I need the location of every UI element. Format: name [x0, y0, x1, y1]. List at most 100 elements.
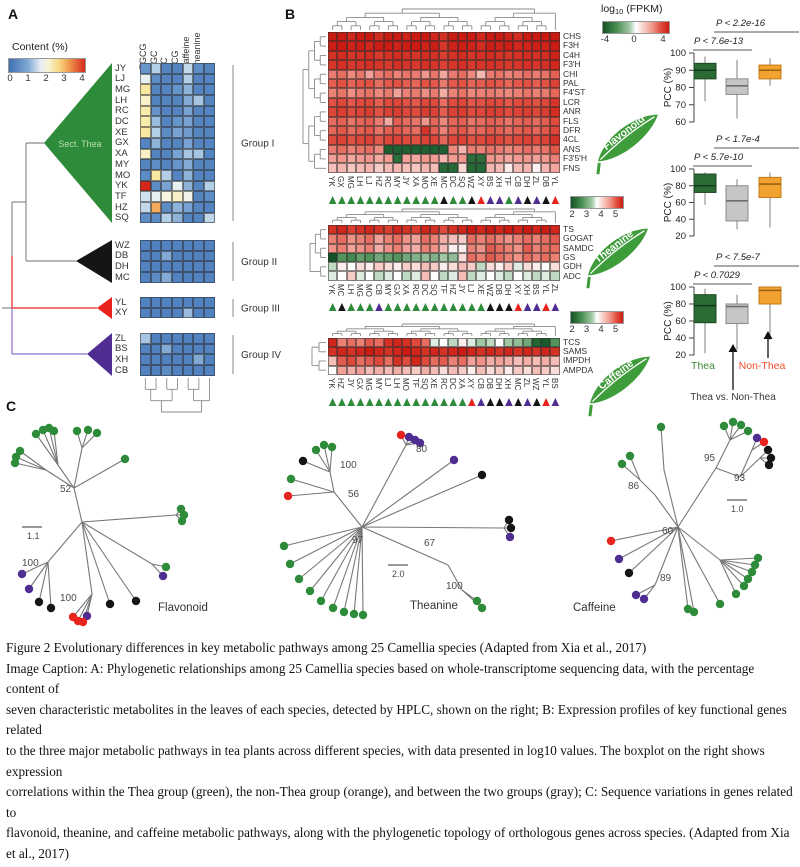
axis-tick-label: 40: [675, 214, 686, 225]
group-triangle-marker: [551, 303, 560, 311]
sample-column-label: LH: [345, 284, 355, 295]
species-dot: [92, 428, 102, 438]
heatmap-cell: [476, 271, 486, 281]
heatmap-cell: [429, 356, 440, 366]
heatmap-row: [140, 84, 215, 96]
bootstrap-value: 100: [22, 558, 39, 569]
heatmap-cell: [328, 88, 338, 98]
group-triangle-marker: [468, 398, 476, 406]
group-triangle-marker: [403, 398, 411, 406]
species-dot: [305, 586, 315, 596]
heatmap-cell: [172, 261, 183, 273]
heatmap-cell: [550, 262, 560, 272]
small-colorbar-tick: 3: [583, 209, 590, 220]
group-triangle-marker: [365, 303, 374, 311]
heatmap-cell: [374, 116, 384, 126]
heatmap-cell: [504, 262, 514, 272]
heatmap-cell: [193, 212, 205, 224]
heatmap-cell: [420, 125, 430, 136]
tree-branch: [53, 430, 59, 466]
sample-column-label: DH: [494, 378, 504, 390]
species-label: WZ: [115, 239, 130, 251]
heatmap-cell: [365, 163, 375, 173]
heatmap-cell: [365, 60, 375, 70]
heatmap-cell: [420, 69, 430, 79]
heatmap-cell: [439, 144, 449, 155]
heatmap-cell: [328, 154, 338, 164]
species-dot: [78, 617, 88, 627]
heatmap-cell: [383, 116, 393, 126]
heatmap-row: [328, 88, 560, 98]
heatmap-cell: [439, 243, 449, 253]
panel-a-label: A: [8, 6, 19, 22]
heatmap-row: [328, 135, 560, 145]
heatmap-cell: [466, 78, 477, 89]
axis-tick-label: 20: [675, 350, 686, 361]
p-value-label: P < 7.5e-7: [716, 252, 760, 263]
heatmap-cell: [392, 252, 403, 263]
gene-label: SAMS: [563, 346, 588, 357]
heatmap-cell: [541, 107, 551, 117]
heatmap-cell: [374, 50, 384, 61]
fpkm-title-units: (FPKM): [623, 3, 663, 15]
heatmap-cell: [365, 225, 375, 235]
species-dot: [477, 603, 487, 613]
heatmap-cell: [365, 125, 375, 136]
pathway-leaf-icon: Flavonoid: [596, 113, 658, 175]
gene-label: F3'5'H: [563, 153, 588, 164]
sample-column-label: BS: [484, 176, 494, 187]
bootstrap-value: 80: [416, 444, 428, 455]
tree-branch: [73, 447, 83, 489]
heatmap-cell: [182, 354, 194, 366]
species-dot: [506, 523, 516, 533]
heatmap-cell: [172, 63, 183, 74]
heatmap-cell: [466, 50, 477, 61]
group-triangle-marker: [356, 398, 365, 406]
heatmap-cell: [485, 262, 495, 272]
tree-branch: [677, 526, 689, 610]
heatmap-cell: [466, 234, 477, 244]
heatmap-cell: [337, 97, 347, 108]
heatmap-row: [328, 144, 560, 155]
heatmap-cell: [522, 135, 532, 145]
heatmap-cell: [161, 212, 173, 224]
bootstrap-value: 100: [340, 460, 357, 471]
sample-column-label: XA: [457, 378, 467, 389]
heatmap-cell: [513, 41, 523, 51]
group-triangle-marker: [384, 303, 393, 311]
heatmap-cell: [448, 347, 458, 357]
group-triangle-marker: [440, 303, 448, 311]
group-triangle-marker: [328, 196, 337, 204]
sample-column-label: RC: [410, 284, 420, 296]
heatmap-cell: [337, 252, 347, 263]
heatmap-cell: [161, 116, 173, 128]
heatmap-cell: [476, 50, 486, 61]
heatmap-cell: [466, 32, 477, 42]
heatmap-cell: [476, 234, 486, 244]
heatmap-cell: [355, 271, 366, 281]
heatmap-cell: [541, 78, 551, 89]
heatmap-cell: [550, 365, 560, 375]
heatmap-cell: [531, 41, 542, 51]
heatmap-cell: [457, 356, 467, 366]
group-triangle-marker: [412, 303, 420, 311]
heatmap-cell: [150, 84, 162, 96]
species-dot: [283, 491, 293, 501]
heatmap-cell: [328, 50, 338, 61]
sample-column-label: ZL: [522, 378, 532, 388]
species-label: XH: [115, 353, 129, 365]
heatmap-cell: [193, 333, 205, 344]
heatmap-cell: [531, 50, 542, 61]
heatmap-cell: [457, 252, 467, 263]
nonthea-group-label: Non-Thea: [739, 360, 786, 372]
heatmap-cell: [140, 169, 151, 181]
heatmap-cell: [494, 347, 505, 357]
species-label: XY: [115, 307, 128, 319]
heatmap-cell: [550, 60, 560, 70]
heatmap-cell: [457, 50, 467, 61]
heatmap-cell: [494, 116, 505, 126]
species-dot: [15, 446, 25, 456]
heatmap-cell: [457, 78, 467, 89]
sample-column-label: XH: [494, 176, 504, 188]
species-dot: [120, 454, 130, 464]
